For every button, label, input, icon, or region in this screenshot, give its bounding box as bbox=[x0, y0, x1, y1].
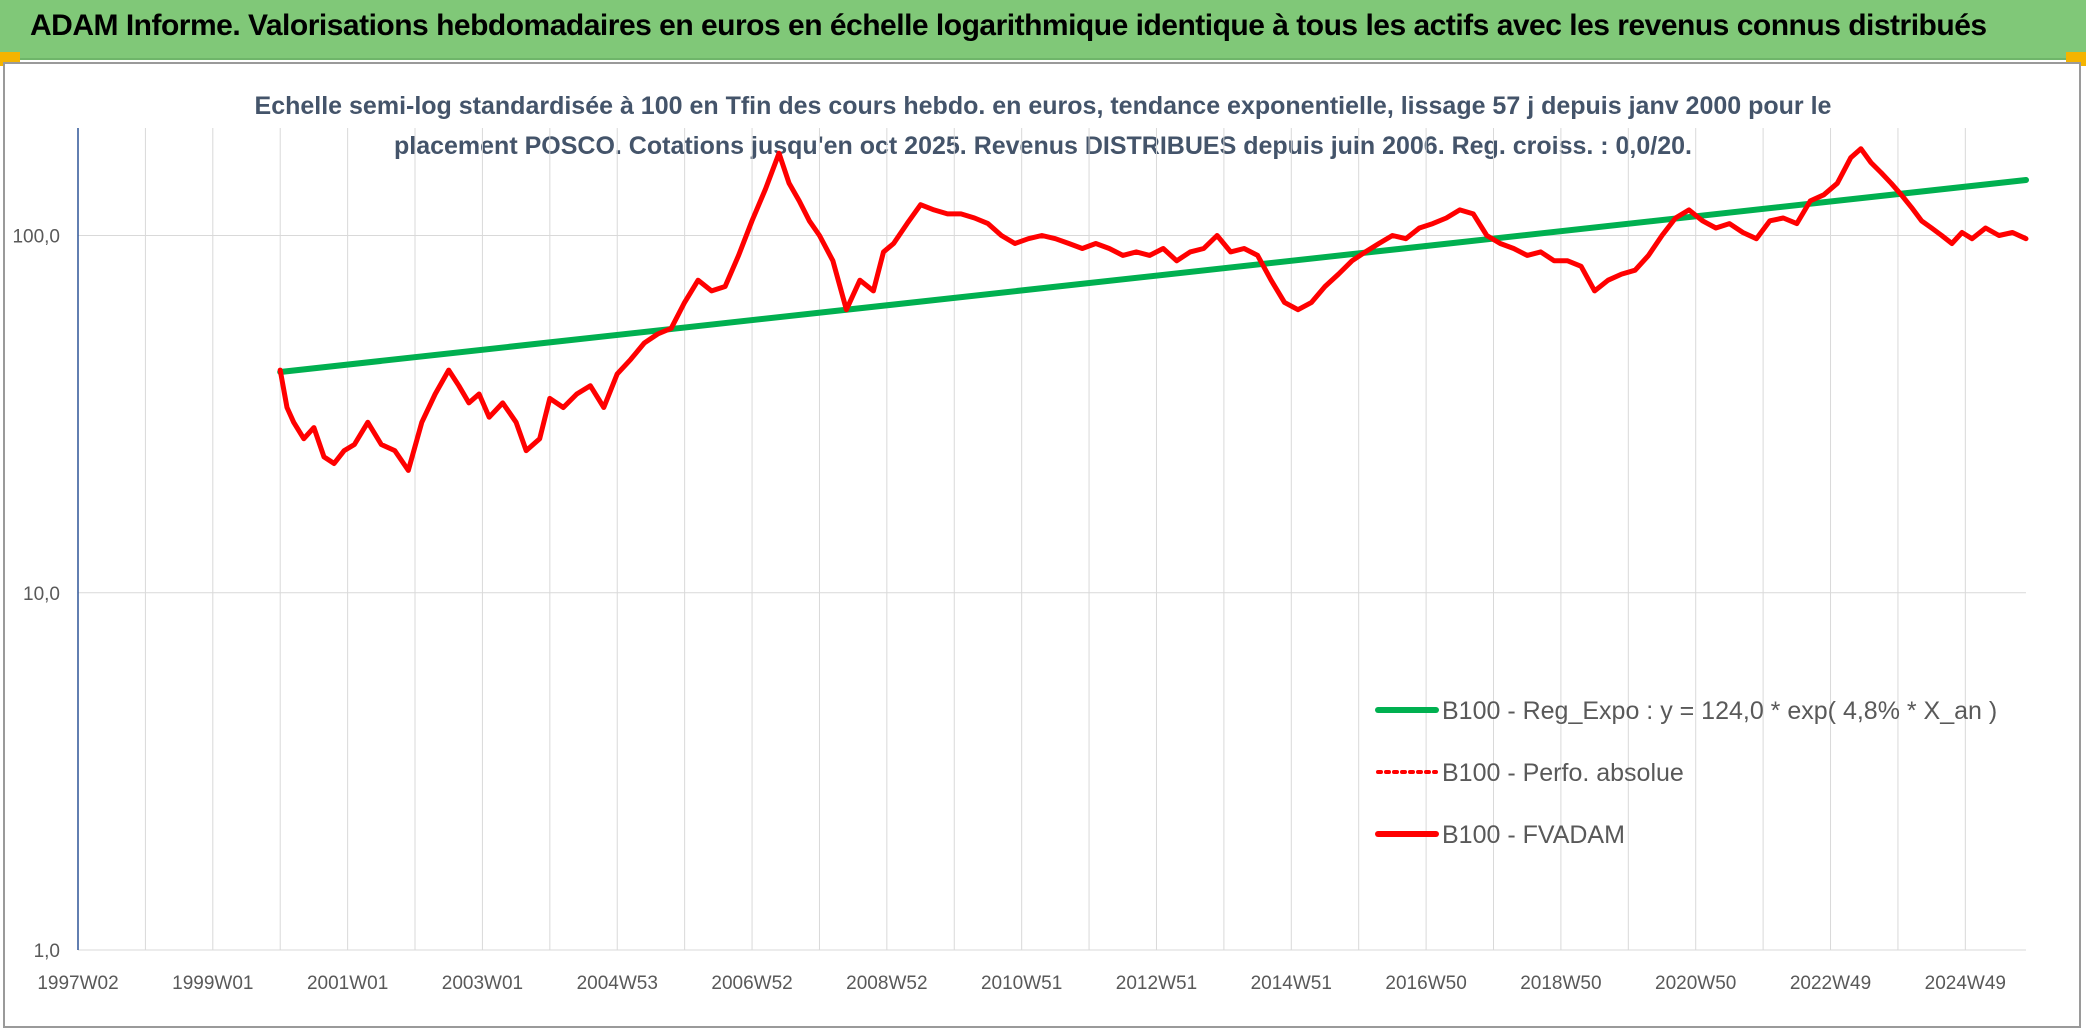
chart-title: Echelle semi-log standardisée à 100 en T… bbox=[254, 92, 1832, 160]
x-tick-label: 2010W51 bbox=[981, 973, 1062, 994]
x-tick-label: 2012W51 bbox=[1116, 973, 1197, 994]
y-tick-label: 1,0 bbox=[34, 941, 60, 962]
chart-frame bbox=[3, 62, 2081, 1028]
x-axis-ticks: 1997W02 1999W01 2001W01 2003W01 2004W53 2006W… bbox=[37, 973, 2006, 994]
series-lines bbox=[277, 146, 2029, 473]
x-tick-label: 2022W49 bbox=[1790, 973, 1871, 994]
y-tick-label: 100,0 bbox=[12, 227, 60, 248]
legend: B100 - Reg_Expo : y = 124,0 * exp( 4,8% … bbox=[1375, 697, 1997, 849]
report-title: ADAM Informe. Valorisations hebdomadaire… bbox=[30, 9, 1987, 42]
y-axis-ticks: 1,0 10,0 100,0 bbox=[12, 227, 60, 962]
legend-label: B100 - Perfo. absolue bbox=[1442, 759, 1684, 787]
legend-label: B100 - Reg_Expo : y = 124,0 * exp( 4,8% … bbox=[1442, 697, 1997, 725]
x-tick-label: 2020W50 bbox=[1655, 973, 1736, 994]
chart-grid bbox=[77, 128, 2026, 951]
x-tick-label: 2008W52 bbox=[846, 973, 927, 994]
x-tick-label: 2016W50 bbox=[1385, 973, 1466, 994]
x-tick-label: 2003W01 bbox=[442, 973, 523, 994]
legend-label: B100 - FVADAM bbox=[1442, 821, 1625, 849]
x-tick-label: 1999W01 bbox=[172, 973, 253, 994]
report-banner: ADAM Informe. Valorisations hebdomadaire… bbox=[0, 0, 2086, 60]
x-tick-label: 2004W53 bbox=[577, 973, 658, 994]
x-tick-label: 2024W49 bbox=[1925, 973, 2006, 994]
x-tick-label: 2014W51 bbox=[1251, 973, 1332, 994]
x-tick-label: 2001W01 bbox=[307, 973, 388, 994]
x-tick-label: 1997W02 bbox=[37, 973, 118, 994]
y-tick-label: 10,0 bbox=[23, 584, 60, 605]
fvadam-line bbox=[277, 146, 2029, 473]
x-tick-label: 2018W50 bbox=[1520, 973, 1601, 994]
trend-line bbox=[277, 177, 2029, 375]
x-tick-label: 2006W52 bbox=[711, 973, 792, 994]
